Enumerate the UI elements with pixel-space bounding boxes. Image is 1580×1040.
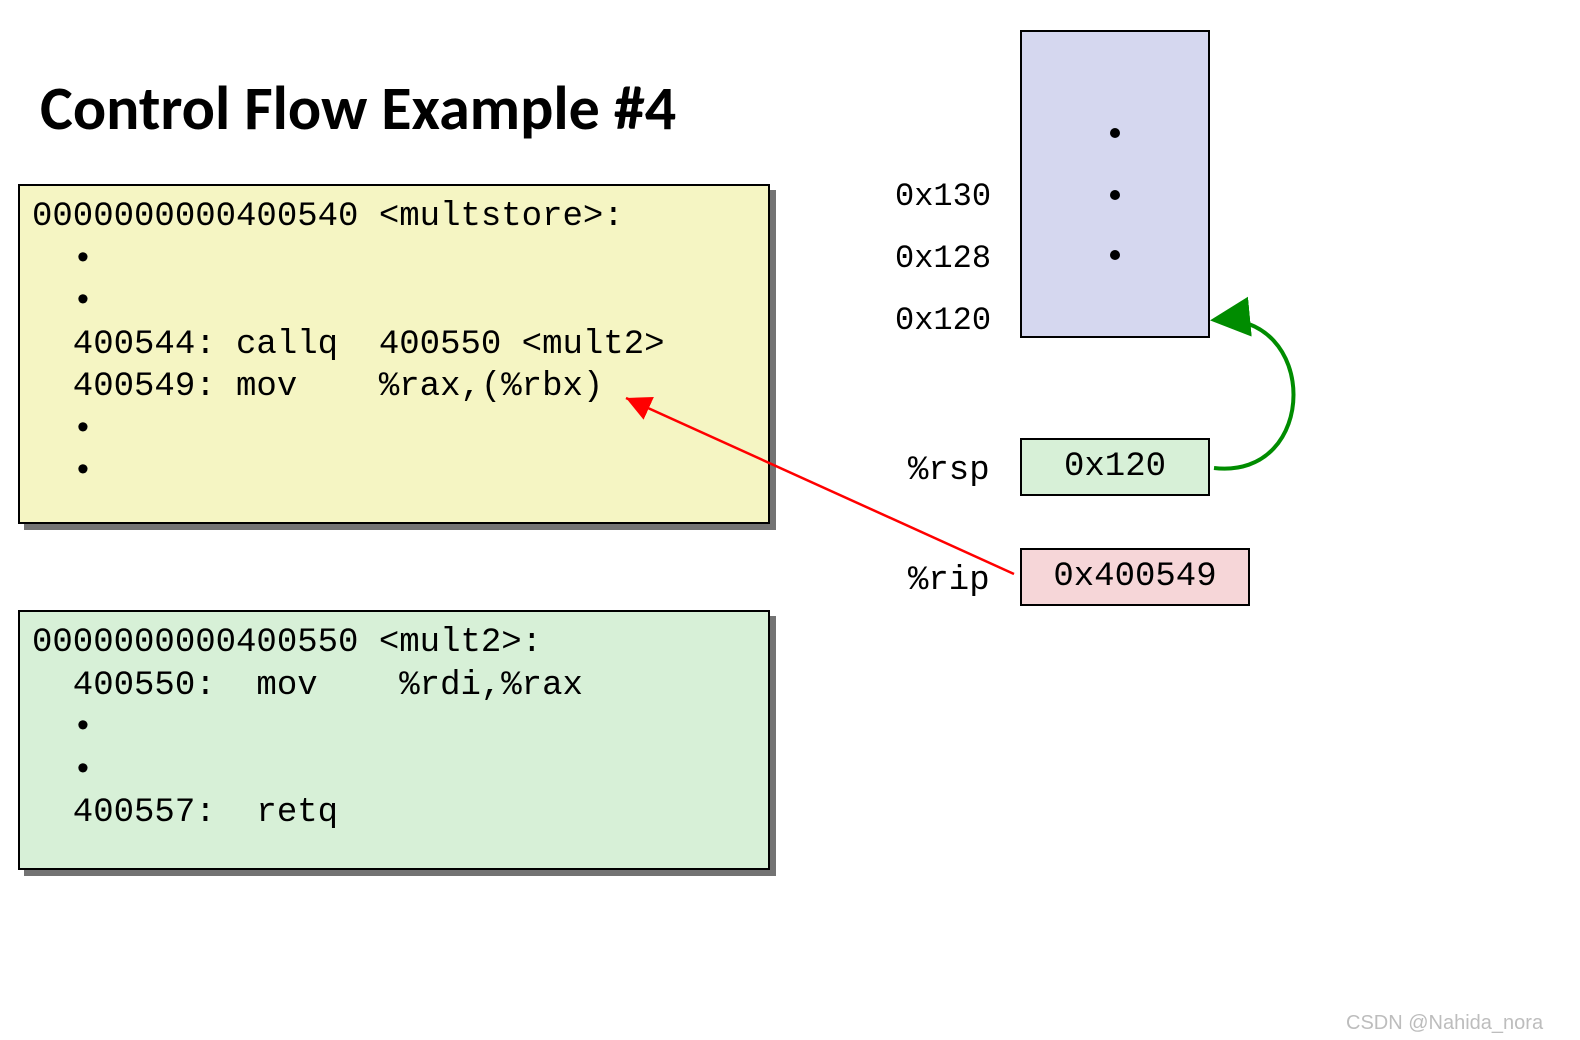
stack-ellipsis-dot <box>1110 128 1120 138</box>
stack-memory-box <box>1020 30 1210 338</box>
stack-address-label: 0x128 <box>895 240 991 277</box>
stack-ellipsis-dot <box>1110 190 1120 200</box>
rsp-value: 0x120 <box>1064 448 1166 486</box>
stack-address-label: 0x130 <box>895 178 991 215</box>
rip-label: %rip <box>908 562 990 600</box>
rip-register-box: 0x400549 <box>1020 548 1250 606</box>
rsp-label: %rsp <box>908 452 990 490</box>
code-block-mult2: 0000000000400550 <mult2>: 400550: mov %r… <box>18 610 770 870</box>
code-block-multstore: 0000000000400540 <multstore>: • • 400544… <box>18 184 770 524</box>
rsp-register-box: 0x120 <box>1020 438 1210 496</box>
rip-value: 0x400549 <box>1053 558 1216 596</box>
arrow-rsp-to-stack <box>1214 320 1294 469</box>
stack-ellipsis-dot <box>1110 250 1120 260</box>
stack-address-label: 0x120 <box>895 302 991 339</box>
watermark-text: CSDN @Nahida_nora <box>1346 1012 1543 1035</box>
page-title: Control Flow Example #4 <box>40 70 676 146</box>
